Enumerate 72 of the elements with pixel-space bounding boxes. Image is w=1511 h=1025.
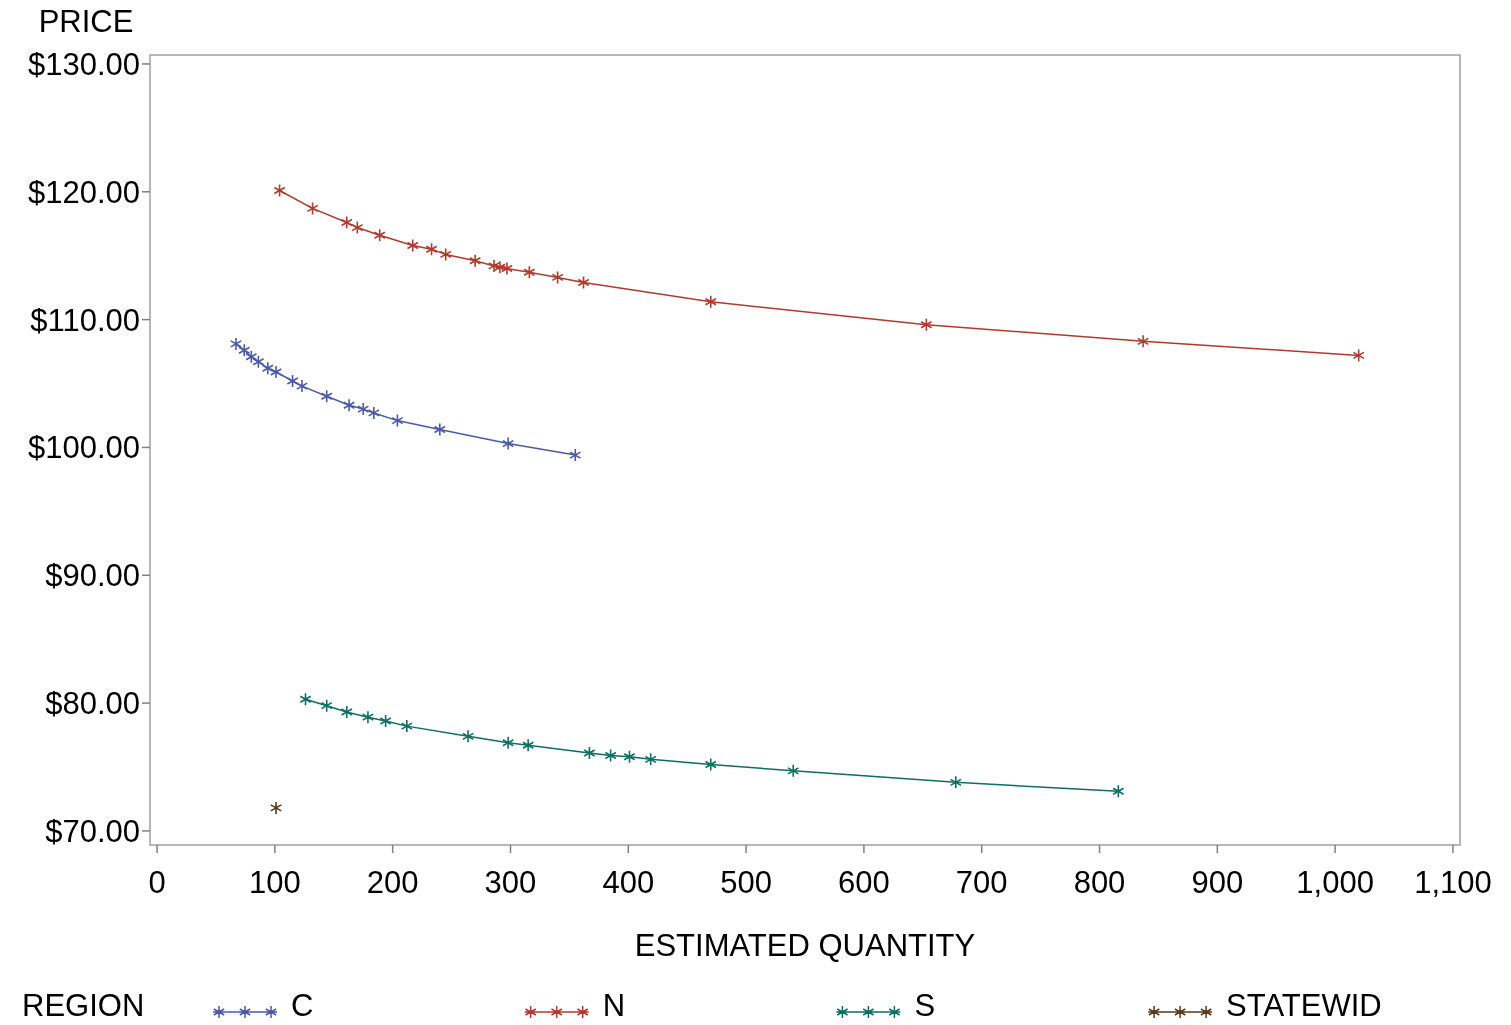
- legend-title: REGION: [22, 988, 145, 1023]
- point: [920, 317, 933, 332]
- point: [351, 220, 364, 235]
- legend-label: N: [602, 988, 626, 1023]
- legend-label: STATEWID: [1226, 988, 1382, 1023]
- point: [406, 238, 419, 253]
- x-tick-label: 500: [720, 865, 772, 900]
- x-tick-label: 900: [1191, 865, 1244, 900]
- point: [299, 692, 312, 707]
- point: [1112, 784, 1125, 799]
- point: [583, 746, 596, 760]
- point: [425, 242, 438, 257]
- x-tick-label: 1,100: [1414, 865, 1492, 900]
- point: [379, 714, 392, 728]
- point: [704, 757, 717, 772]
- point: [367, 406, 380, 420]
- x-tick-label: 700: [955, 865, 1008, 900]
- y-tick-label: $80.00: [45, 686, 140, 722]
- point: [623, 750, 636, 764]
- x-tick-label: 1,000: [1296, 865, 1374, 900]
- y-tick-label: $110.00: [30, 302, 140, 338]
- x-tick-label: 800: [1073, 865, 1126, 900]
- x-tick-label: 200: [366, 865, 419, 900]
- point: [604, 748, 617, 763]
- point: [949, 775, 962, 790]
- y-tick-label: $90.00: [45, 558, 140, 594]
- point: [462, 729, 475, 744]
- legend-label: C: [291, 988, 314, 1023]
- point: [357, 402, 370, 416]
- x-tick-label: 400: [602, 865, 655, 900]
- x-tick-label: 600: [838, 865, 890, 900]
- point: [577, 275, 590, 290]
- y-tick-label: $120.00: [27, 174, 140, 210]
- point: [1137, 334, 1150, 349]
- point: [787, 764, 800, 778]
- point: [286, 374, 299, 388]
- y-tick-label: $70.00: [45, 813, 140, 849]
- point: [569, 448, 582, 462]
- point: [343, 398, 356, 413]
- legend-label: S: [914, 988, 936, 1023]
- point: [295, 379, 308, 393]
- point: [229, 337, 243, 351]
- point: [551, 270, 564, 285]
- x-axis-title: ESTIMATED QUANTITY: [634, 928, 976, 963]
- point: [502, 436, 515, 451]
- y-tick-label: $100.00: [27, 430, 140, 466]
- y-tick-label: $130.00: [27, 46, 140, 82]
- x-tick-label: 0: [148, 865, 166, 900]
- point: [320, 698, 333, 713]
- point: [400, 719, 413, 733]
- point: [238, 343, 251, 358]
- point: [704, 294, 717, 309]
- point: [469, 254, 482, 268]
- point: [320, 389, 333, 404]
- x-tick-label: 300: [484, 865, 537, 900]
- y-axis-title: PRICE: [38, 4, 134, 39]
- point: [361, 710, 374, 724]
- point: [391, 413, 404, 428]
- point: [433, 422, 446, 437]
- point: [340, 215, 353, 230]
- point: [373, 228, 386, 243]
- point: [306, 201, 319, 216]
- point: [644, 752, 657, 767]
- point: [1352, 348, 1365, 363]
- x-tick-label: 100: [249, 865, 301, 900]
- point: [340, 705, 353, 719]
- point: [439, 247, 452, 262]
- point: [523, 265, 536, 280]
- point: [270, 801, 283, 815]
- point: [522, 738, 535, 753]
- point: [502, 735, 515, 750]
- point: [273, 183, 286, 198]
